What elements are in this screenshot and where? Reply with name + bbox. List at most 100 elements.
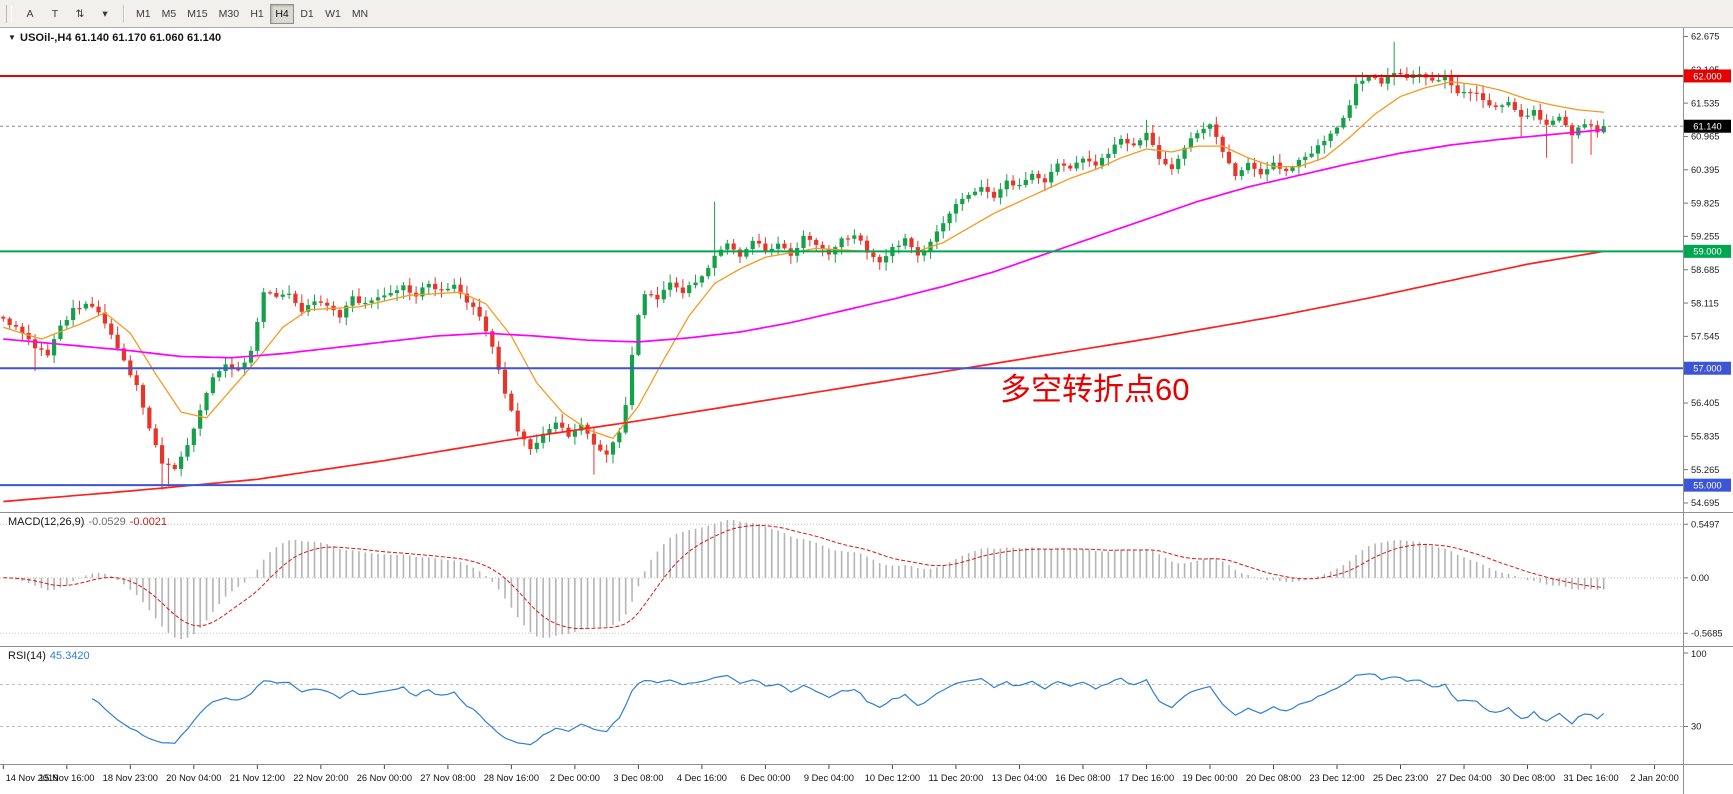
rsi-name: RSI(14) <box>8 650 46 662</box>
svg-text:3 Dec 08:00: 3 Dec 08:00 <box>613 773 663 783</box>
svg-text:54.695: 54.695 <box>1691 498 1719 508</box>
svg-text:58.115: 58.115 <box>1691 298 1719 308</box>
svg-text:26 Nov 00:00: 26 Nov 00:00 <box>357 773 412 783</box>
svg-text:30 Dec 08:00: 30 Dec 08:00 <box>1500 773 1555 783</box>
time-axis-panel: 14 Nov 2019 15 Nov 16:00 18 Nov 23:00 20 No… <box>0 765 1733 794</box>
svg-text:57.545: 57.545 <box>1691 332 1719 342</box>
svg-text:21 Nov 12:00: 21 Nov 12:00 <box>230 773 285 783</box>
svg-text:0.00: 0.00 <box>1691 573 1709 583</box>
rsi-label: RSI(14) 45.3420 <box>8 650 90 662</box>
svg-text:57.000: 57.000 <box>1693 364 1721 374</box>
chart-title: ▼ USOil-,H4 61.140 61.170 61.060 61.140 <box>8 32 221 44</box>
svg-text:60.965: 60.965 <box>1691 132 1719 142</box>
svg-text:60.395: 60.395 <box>1691 165 1719 175</box>
timeframe-H4-button[interactable]: H4 <box>270 3 295 24</box>
timeframe-M15-button[interactable]: M15 <box>182 4 212 24</box>
svg-text:6 Dec 00:00: 6 Dec 00:00 <box>740 773 790 783</box>
timeframe-D1-button[interactable]: D1 <box>295 4 319 24</box>
svg-text:59.255: 59.255 <box>1691 232 1719 242</box>
svg-text:100: 100 <box>1691 649 1707 659</box>
macd-signal-line <box>3 524 1604 630</box>
timeframe-M30-button[interactable]: M30 <box>214 4 244 24</box>
svg-text:15 Nov 16:00: 15 Nov 16:00 <box>39 773 94 783</box>
svg-text:62.675: 62.675 <box>1691 32 1719 42</box>
timeframes-group: M1 M5 M15 M30 H1 H4 D1 W1 MN <box>131 3 373 24</box>
ma-slow-line <box>3 250 1604 503</box>
svg-text:62.000: 62.000 <box>1693 71 1721 81</box>
macd-histogram <box>8 519 1605 639</box>
svg-text:30: 30 <box>1691 722 1701 732</box>
svg-text:16 Dec 08:00: 16 Dec 08:00 <box>1055 773 1110 783</box>
hlines-layer <box>0 74 1683 487</box>
macd-value-main: -0.0529 <box>88 516 126 528</box>
candles-layer <box>1 42 1606 490</box>
timeframe-H1-button[interactable]: H1 <box>245 4 269 24</box>
toolbar-separator <box>123 4 125 23</box>
svg-text:22 Nov 20:00: 22 Nov 20:00 <box>293 773 348 783</box>
ma-fast-line <box>3 81 1604 440</box>
svg-text:59.825: 59.825 <box>1691 198 1719 208</box>
svg-text:55.265: 55.265 <box>1691 465 1719 475</box>
main-chart-panel: 62.67562.10561.53560.96560.39559.82559.2… <box>0 28 1733 512</box>
svg-text:17 Dec 16:00: 17 Dec 16:00 <box>1119 773 1174 783</box>
svg-text:11 Dec 20:00: 11 Dec 20:00 <box>929 773 984 783</box>
svg-text:10 Dec 12:00: 10 Dec 12:00 <box>865 773 920 783</box>
tool-arrows-tool-button[interactable]: ⇅ <box>68 4 92 24</box>
toolbar-drag-handle[interactable] <box>6 4 12 23</box>
svg-text:9 Dec 04:00: 9 Dec 04:00 <box>804 773 854 783</box>
svg-text:13 Dec 04:00: 13 Dec 04:00 <box>992 773 1047 783</box>
ma-mid-line <box>3 128 1604 359</box>
svg-text:56.405: 56.405 <box>1691 398 1719 408</box>
svg-text:55.835: 55.835 <box>1691 432 1719 442</box>
svg-text:61.140: 61.140 <box>1693 122 1721 132</box>
svg-text:19 Dec 00:00: 19 Dec 00:00 <box>1182 773 1237 783</box>
tool-text-tool-button[interactable]: A <box>18 4 42 24</box>
price-chart-canvas[interactable]: 62.67562.10561.53560.96560.39559.82559.2… <box>0 28 1733 512</box>
rsi-panel: 100 30 <box>0 647 1733 764</box>
svg-text:-0.5685: -0.5685 <box>1691 628 1723 638</box>
svg-text:58.685: 58.685 <box>1691 265 1719 275</box>
svg-text:25 Dec 23:00: 25 Dec 23:00 <box>1373 773 1428 783</box>
toolbar: A T ⇅ ▾ M1 M5 M15 M30 H1 H4 D1 W1 MN <box>0 0 1733 28</box>
svg-text:59.000: 59.000 <box>1693 247 1721 257</box>
panel-separator-macd[interactable] <box>0 512 1733 513</box>
svg-text:20 Dec 08:00: 20 Dec 08:00 <box>1246 773 1301 783</box>
svg-text:2 Jan 20:00: 2 Jan 20:00 <box>1630 773 1679 783</box>
rsi-value: 45.3420 <box>49 650 90 662</box>
rsi-canvas[interactable]: 100 30 <box>0 647 1733 764</box>
timeframe-M5-button[interactable]: M5 <box>157 4 182 24</box>
macd-panel: 0.5497 0.00 -0.5685 <box>0 513 1733 646</box>
svg-text:27 Dec 04:00: 27 Dec 04:00 <box>1436 773 1491 783</box>
rsi-line <box>91 673 1605 746</box>
chart-annotation-text: 多空转折点60 <box>1000 372 1190 407</box>
panel-separator-time <box>0 764 1733 765</box>
svg-text:31 Dec 16:00: 31 Dec 16:00 <box>1563 773 1618 783</box>
svg-text:20 Nov 04:00: 20 Nov 04:00 <box>166 773 221 783</box>
macd-label: MACD(12,26,9) -0.0529 -0.0021 <box>8 516 167 528</box>
price-axis[interactable]: 62.67562.10561.53560.96560.39559.82559.2… <box>1684 32 1731 508</box>
svg-text:2 Dec 00:00: 2 Dec 00:00 <box>550 773 600 783</box>
svg-text:55.000: 55.000 <box>1693 481 1721 491</box>
timeframe-M1-button[interactable]: M1 <box>131 4 156 24</box>
svg-text:0.5497: 0.5497 <box>1691 519 1719 529</box>
timeframe-W1-button[interactable]: W1 <box>320 4 346 24</box>
tool-label-tool-button[interactable]: T <box>43 4 67 24</box>
macd-canvas[interactable]: 0.5497 0.00 -0.5685 <box>0 513 1733 646</box>
chart-title-text: USOil-,H4 61.140 61.170 61.060 61.140 <box>20 32 222 44</box>
svg-text:23 Dec 12:00: 23 Dec 12:00 <box>1309 773 1364 783</box>
svg-text:4 Dec 16:00: 4 Dec 16:00 <box>677 773 727 783</box>
macd-name: MACD(12,26,9) <box>8 516 85 528</box>
price-axis-border <box>1683 28 1684 794</box>
svg-text:28 Nov 16:00: 28 Nov 16:00 <box>484 773 539 783</box>
svg-text:61.535: 61.535 <box>1691 98 1719 108</box>
collapse-triangle-icon[interactable]: ▼ <box>8 33 17 42</box>
timeframe-MN-button[interactable]: MN <box>347 4 373 24</box>
macd-value-signal: -0.0021 <box>129 516 168 528</box>
svg-text:18 Nov 23:00: 18 Nov 23:00 <box>103 773 158 783</box>
panel-separator-rsi[interactable] <box>0 646 1733 647</box>
svg-text:14 Nov 2019: 14 Nov 2019 <box>6 773 59 783</box>
svg-text:27 Nov 08:00: 27 Nov 08:00 <box>420 773 475 783</box>
tool-more-tools-button[interactable]: ▾ <box>93 4 117 24</box>
